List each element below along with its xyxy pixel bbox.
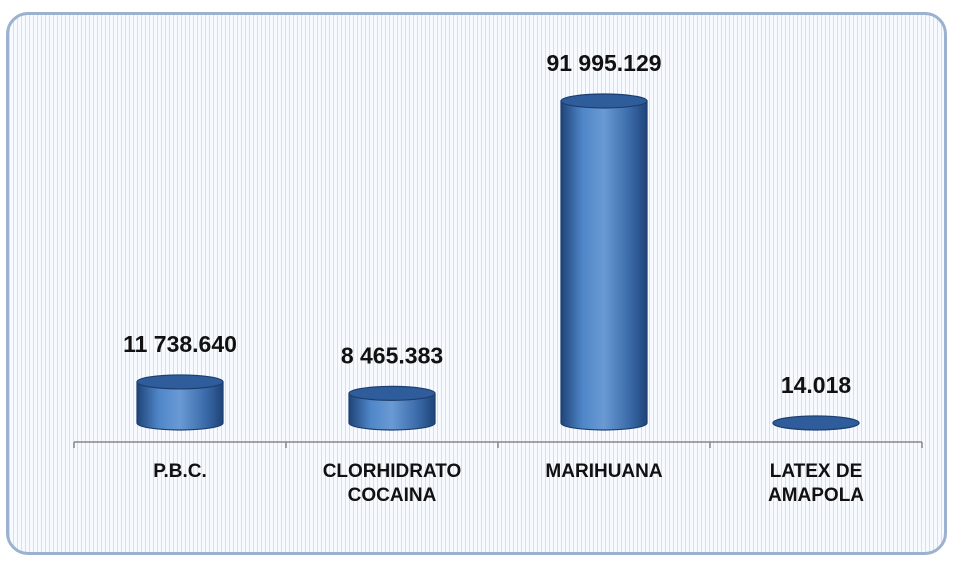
data-label: 14.018 xyxy=(781,372,852,398)
bar-body xyxy=(136,381,224,431)
data-label: 11 738.640 xyxy=(123,331,237,357)
data-label: 91 995.129 xyxy=(546,50,661,76)
x-tick-label: COCAINA xyxy=(348,485,437,506)
x-tick-label: LATEX DE xyxy=(770,461,863,482)
bar-top xyxy=(772,415,860,431)
x-tick-label: P.B.C. xyxy=(153,461,207,482)
bar-body xyxy=(560,100,648,431)
chart-frame: 11 738.640 P.B.C. 8 465.383 CLORHIDRATO COCA… xyxy=(6,12,947,555)
bar-2 xyxy=(348,385,436,431)
bar-4 xyxy=(772,415,860,431)
bar-1 xyxy=(136,374,224,431)
bar-chart: 11 738.640 P.B.C. 8 465.383 CLORHIDRATO COCA… xyxy=(73,50,923,506)
bars-layer xyxy=(136,93,860,431)
x-tick-label: AMAPOLA xyxy=(768,485,864,506)
labels-layer: 11 738.640 P.B.C. 8 465.383 CLORHIDRATO COCA… xyxy=(123,50,864,506)
bar-top xyxy=(348,385,436,401)
bar-3 xyxy=(560,93,648,431)
x-tick-label: MARIHUANA xyxy=(545,461,662,482)
x-tick-label: CLORHIDRATO xyxy=(323,461,462,482)
x-axis-ticks xyxy=(73,442,923,448)
bar-top xyxy=(136,374,224,390)
bar-top xyxy=(560,93,648,109)
data-label: 8 465.383 xyxy=(341,342,443,368)
bar-body xyxy=(348,392,436,431)
